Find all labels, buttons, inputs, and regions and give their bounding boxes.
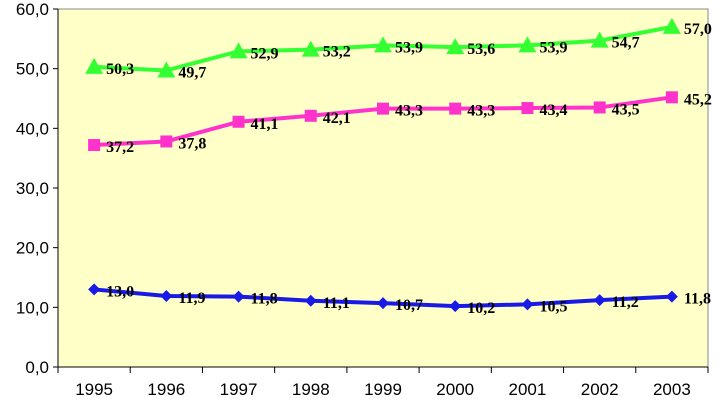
data-label: 11,2 <box>612 294 639 311</box>
data-point <box>377 297 389 310</box>
x-axis: 1995 1996 1997 1998 1999 2000 2001 2002 2003 <box>57 366 709 399</box>
y-tick-label: 30,0 <box>16 179 49 198</box>
series-square <box>88 91 678 152</box>
data-point <box>446 38 465 55</box>
data-label: 57,0 <box>684 21 712 38</box>
data-label: 13,0 <box>106 283 134 300</box>
data-point <box>665 290 678 303</box>
x-tick-label: 1998 <box>292 380 330 399</box>
x-tick-label: 2001 <box>509 380 547 399</box>
data-label: 43,3 <box>395 103 423 120</box>
series-triangle <box>85 17 681 78</box>
y-tick-label: 50,0 <box>16 60 49 79</box>
data-point <box>521 102 534 115</box>
data-label: 37,2 <box>106 139 134 156</box>
data-label: 54,7 <box>612 35 640 52</box>
x-tick-label: 2000 <box>436 380 474 399</box>
data-point <box>160 135 173 148</box>
y-axis: 0,0 10,0 20,0 30,0 40,0 50,0 60,0 <box>16 0 59 377</box>
data-label: 43,5 <box>612 101 640 118</box>
data-labels: 50,3 49,7 52,9 53,2 53,9 53,6 53,9 54,7 57,0 37,2… <box>106 21 712 317</box>
data-point <box>85 57 104 74</box>
data-point <box>160 289 173 302</box>
data-point <box>232 290 245 303</box>
data-point <box>232 115 245 128</box>
x-tick-label: 1995 <box>75 380 113 399</box>
data-label: 53,9 <box>539 39 567 56</box>
data-label: 49,7 <box>178 64 206 81</box>
data-label: 42,1 <box>323 110 351 127</box>
data-label: 45,2 <box>684 91 712 108</box>
data-point <box>662 17 681 34</box>
data-label: 11,8 <box>684 291 711 308</box>
data-point <box>593 294 606 307</box>
data-label: 11,1 <box>323 295 350 312</box>
data-label: 10,2 <box>467 300 495 317</box>
data-point <box>304 294 317 307</box>
data-point <box>449 300 462 313</box>
data-point <box>521 298 534 311</box>
data-label: 52,9 <box>251 45 279 62</box>
data-point <box>374 36 392 53</box>
data-label: 10,7 <box>395 297 423 314</box>
x-tick-label: 1999 <box>364 380 402 399</box>
y-tick-label: 20,0 <box>16 239 49 258</box>
data-label: 43,4 <box>539 102 567 119</box>
series-layer <box>85 17 681 313</box>
data-point <box>518 36 537 53</box>
data-label: 10,5 <box>539 298 567 315</box>
data-point <box>593 101 606 114</box>
data-label: 11,8 <box>251 291 278 308</box>
x-tick-label: 1996 <box>147 380 185 399</box>
data-label: 37,8 <box>178 135 206 152</box>
y-tick-label: 40,0 <box>16 119 49 138</box>
data-label: 43,3 <box>467 103 495 120</box>
data-point <box>449 102 462 115</box>
data-point <box>590 31 609 48</box>
data-point <box>304 109 317 122</box>
data-label: 53,6 <box>467 41 495 58</box>
data-point <box>88 283 101 296</box>
data-label: 50,3 <box>106 61 134 78</box>
data-point <box>229 42 248 59</box>
y-tick-label: 60,0 <box>16 0 49 19</box>
y-tick-label: 10,0 <box>16 298 49 317</box>
x-tick-label: 2003 <box>653 380 691 399</box>
data-point <box>665 91 678 104</box>
data-point <box>157 61 176 78</box>
data-label: 53,9 <box>395 39 423 56</box>
series-diamond <box>88 283 678 313</box>
data-point <box>88 139 101 152</box>
data-label: 11,9 <box>178 290 205 307</box>
y-tick-label: 0,0 <box>25 358 49 377</box>
x-tick-label: 1997 <box>220 380 258 399</box>
data-point <box>377 102 389 115</box>
data-point <box>301 40 320 57</box>
data-label: 53,2 <box>323 44 351 61</box>
x-tick-label: 2002 <box>581 380 619 399</box>
data-label: 41,1 <box>251 116 279 133</box>
plot-area <box>57 8 709 368</box>
